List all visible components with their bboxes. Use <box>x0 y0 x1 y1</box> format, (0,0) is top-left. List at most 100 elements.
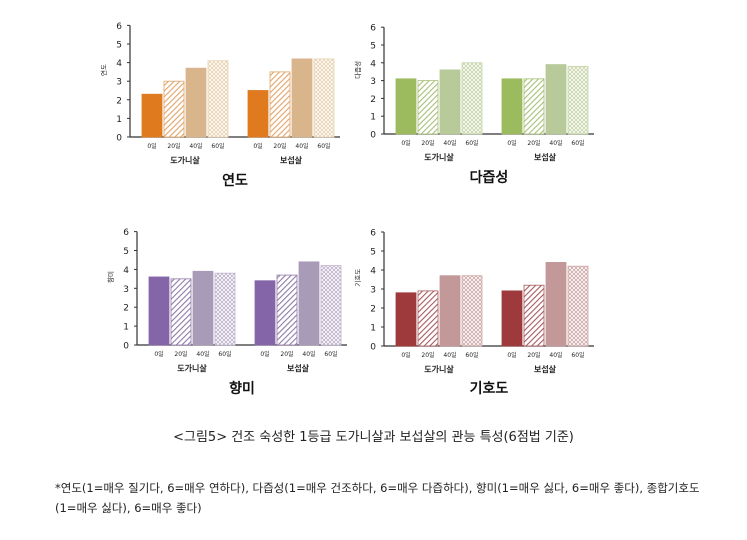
bar <box>269 71 291 138</box>
y-axis-label: 기호도 <box>353 269 362 287</box>
x-tick-label: 20일 <box>167 142 180 150</box>
y-tick-label: 5 <box>116 41 122 51</box>
y-tick-label: 4 <box>370 267 376 277</box>
group-label: 보섭살 <box>280 155 303 165</box>
x-tick-label: 0일 <box>147 142 156 150</box>
bar <box>461 62 483 135</box>
bar <box>276 274 298 346</box>
group-label: 도가니살 <box>170 155 200 165</box>
x-tick-label: 60일 <box>465 351 478 359</box>
x-tick-label: 60일 <box>218 350 231 358</box>
x-tick-label: 60일 <box>571 139 584 147</box>
footnote: *연도(1=매우 질기다, 6=매우 연하다), 다즙성(1=매우 건조하다, … <box>55 481 700 515</box>
bar <box>320 265 342 346</box>
y-tick-label: 2 <box>116 96 122 106</box>
chart-title: 기호도 <box>470 381 509 397</box>
x-tick-label: 60일 <box>324 350 337 358</box>
bar <box>567 265 589 347</box>
bar <box>523 78 545 135</box>
bar <box>254 280 276 346</box>
bar <box>501 78 523 135</box>
bar <box>417 80 439 135</box>
x-tick-label: 20일 <box>280 350 293 358</box>
x-tick-label: 20일 <box>527 139 540 147</box>
bar <box>501 290 523 347</box>
bar <box>439 275 461 347</box>
y-tick-label: 1 <box>123 323 129 333</box>
bar <box>313 58 335 138</box>
bar <box>214 272 236 346</box>
chart-title: 향미 <box>229 380 255 397</box>
y-tick-label: 0 <box>370 131 376 141</box>
x-tick-label: 60일 <box>465 139 478 147</box>
y-tick-label: 0 <box>370 343 376 353</box>
bar <box>545 261 567 347</box>
y-axis-label: 향미 <box>106 271 115 283</box>
bar <box>523 284 545 347</box>
y-tick-label: 5 <box>123 247 129 257</box>
x-tick-label: 40일 <box>549 351 562 359</box>
bar <box>170 278 192 346</box>
x-tick-label: 20일 <box>421 139 434 147</box>
y-tick-label: 3 <box>116 78 122 88</box>
x-tick-label: 0일 <box>260 350 269 358</box>
chart-title: 다즙성 <box>470 170 509 186</box>
y-tick-label: 5 <box>370 248 376 258</box>
bar <box>461 275 483 347</box>
y-tick-label: 0 <box>123 342 129 352</box>
y-tick-label: 1 <box>370 113 376 123</box>
bar <box>439 69 461 135</box>
group-label: 보섭살 <box>534 364 557 374</box>
x-tick-label: 20일 <box>273 142 286 150</box>
bar <box>148 276 170 346</box>
x-tick-label: 0일 <box>401 139 410 147</box>
bar <box>141 93 163 138</box>
chart-title: 연도 <box>222 173 248 189</box>
bar <box>417 290 439 347</box>
y-tick-label: 6 <box>123 228 129 238</box>
x-tick-label: 0일 <box>507 139 516 147</box>
group-label: 보섭살 <box>534 152 557 162</box>
y-tick-label: 3 <box>370 286 376 296</box>
y-tick-label: 2 <box>370 95 376 105</box>
group-label: 도가니살 <box>424 364 454 374</box>
y-tick-label: 1 <box>116 115 122 125</box>
x-tick-label: 0일 <box>253 142 262 150</box>
y-tick-label: 4 <box>123 266 129 276</box>
figure-caption: <그림5> 건조 숙성한 1등급 도가니살과 보섭살의 관능 특성(6점법 기준… <box>173 430 574 445</box>
x-tick-label: 40일 <box>549 139 562 147</box>
bar <box>567 65 589 135</box>
y-tick-label: 4 <box>370 59 376 69</box>
y-tick-label: 4 <box>116 59 122 69</box>
y-tick-label: 1 <box>370 324 376 334</box>
bar <box>247 90 269 138</box>
bar <box>163 80 185 138</box>
y-tick-label: 6 <box>116 22 122 32</box>
y-tick-label: 6 <box>370 229 376 239</box>
y-tick-label: 3 <box>123 285 129 295</box>
y-tick-label: 2 <box>370 305 376 315</box>
bar <box>298 261 320 346</box>
y-tick-label: 3 <box>370 77 376 87</box>
x-tick-label: 40일 <box>295 142 308 150</box>
x-tick-label: 20일 <box>174 350 187 358</box>
x-tick-label: 20일 <box>527 351 540 359</box>
y-axis-label: 다즙성 <box>353 61 362 79</box>
bar <box>291 58 313 138</box>
x-tick-label: 20일 <box>421 351 434 359</box>
x-tick-label: 60일 <box>211 142 224 150</box>
bar <box>545 64 567 135</box>
bar <box>207 60 229 138</box>
x-tick-label: 40일 <box>443 351 456 359</box>
group-label: 도가니살 <box>177 363 207 373</box>
y-axis-label: 연도 <box>100 64 108 76</box>
group-label: 도가니살 <box>424 152 454 162</box>
bar <box>395 292 417 347</box>
y-tick-label: 2 <box>123 304 129 314</box>
bar <box>192 270 214 346</box>
x-tick-label: 40일 <box>196 350 209 358</box>
